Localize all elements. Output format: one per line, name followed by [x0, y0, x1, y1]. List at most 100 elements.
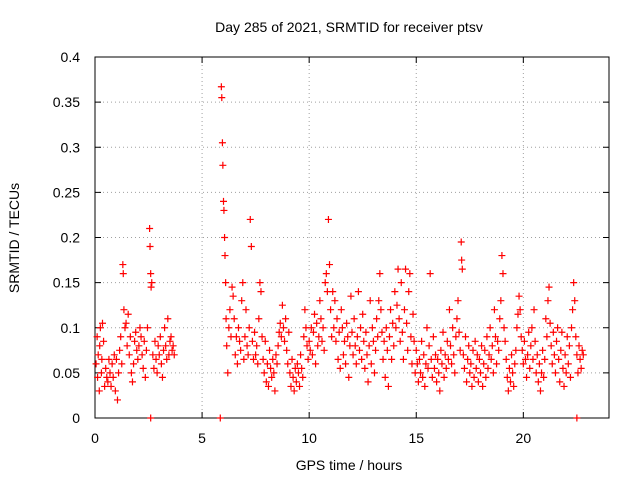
data-point [395, 315, 403, 323]
data-point [137, 333, 145, 341]
data-point [263, 360, 271, 368]
data-point [273, 360, 281, 368]
data-point [485, 351, 493, 359]
data-point [170, 351, 178, 359]
data-point [107, 382, 115, 390]
data-point [459, 351, 467, 359]
data-point [568, 324, 576, 332]
data-point [453, 315, 461, 323]
data-point [576, 355, 584, 363]
data-point [306, 346, 314, 354]
data-point [445, 306, 453, 314]
data-point [577, 364, 585, 372]
data-point [499, 270, 507, 278]
data-point [376, 270, 384, 278]
data-point [133, 346, 141, 354]
data-point [230, 315, 238, 323]
data-point [339, 351, 347, 359]
data-point [147, 414, 155, 422]
data-point [319, 324, 327, 332]
data-point [362, 328, 370, 336]
data-point [222, 315, 230, 323]
data-point [412, 346, 420, 354]
data-point [97, 369, 105, 377]
data-point [272, 351, 280, 359]
data-point [458, 256, 466, 264]
data-point [487, 355, 495, 363]
data-point [478, 342, 486, 350]
data-point [405, 288, 413, 296]
data-point [350, 315, 358, 323]
data-point [233, 360, 241, 368]
data-point [502, 355, 510, 363]
data-point [309, 328, 317, 336]
data-point [480, 360, 488, 368]
data-point [257, 288, 265, 296]
data-point [398, 328, 406, 336]
data-point [148, 279, 156, 287]
data-point [334, 355, 342, 363]
data-point [549, 328, 557, 336]
data-point [267, 364, 275, 372]
data-point [380, 337, 388, 345]
data-point [382, 324, 390, 332]
data-point [108, 360, 116, 368]
data-point [504, 387, 512, 395]
data-point [220, 197, 227, 205]
data-point [571, 297, 579, 305]
data-point [161, 324, 169, 332]
data-point [505, 364, 513, 372]
data-point [228, 283, 236, 291]
data-point [322, 270, 330, 278]
data-point [511, 360, 519, 368]
data-point [128, 378, 136, 386]
data-point [542, 315, 550, 323]
data-point [349, 351, 357, 359]
data-point [147, 283, 155, 291]
data-point [168, 346, 176, 354]
data-point [533, 351, 541, 359]
data-point [287, 382, 295, 390]
data-point [460, 364, 468, 372]
data-point [122, 319, 130, 327]
data-point [352, 360, 360, 368]
data-point [578, 346, 586, 354]
data-point [311, 310, 319, 318]
data-point [283, 346, 291, 354]
data-point [394, 265, 402, 273]
data-point [157, 360, 165, 368]
data-point [523, 373, 531, 381]
data-point [421, 382, 429, 390]
data-point [221, 234, 229, 241]
data-point [251, 328, 259, 336]
data-point [246, 215, 254, 223]
data-point [449, 324, 457, 332]
data-point [271, 387, 279, 395]
data-point [298, 364, 306, 372]
data-point [290, 387, 298, 395]
data-point [296, 382, 304, 390]
data-point [488, 342, 496, 350]
data-point [400, 306, 408, 314]
data-point [260, 369, 268, 377]
data-point [355, 346, 363, 354]
data-point [419, 373, 427, 381]
data-point [146, 224, 154, 232]
data-point [531, 337, 539, 345]
data-point [375, 297, 383, 305]
data-point [493, 360, 501, 368]
data-point [515, 292, 523, 300]
data-point [236, 337, 244, 345]
data-point [139, 364, 147, 372]
data-point [96, 342, 104, 350]
data-point [121, 324, 129, 332]
data-point [432, 351, 440, 359]
data-point [127, 369, 135, 377]
data-point [218, 94, 226, 102]
data-point [317, 315, 325, 323]
data-point [218, 139, 226, 147]
data-point [420, 351, 428, 359]
data-point [546, 319, 554, 327]
data-point [473, 351, 481, 359]
chart-title: Day 285 of 2021, SRMTID for receiver pts… [215, 19, 483, 35]
